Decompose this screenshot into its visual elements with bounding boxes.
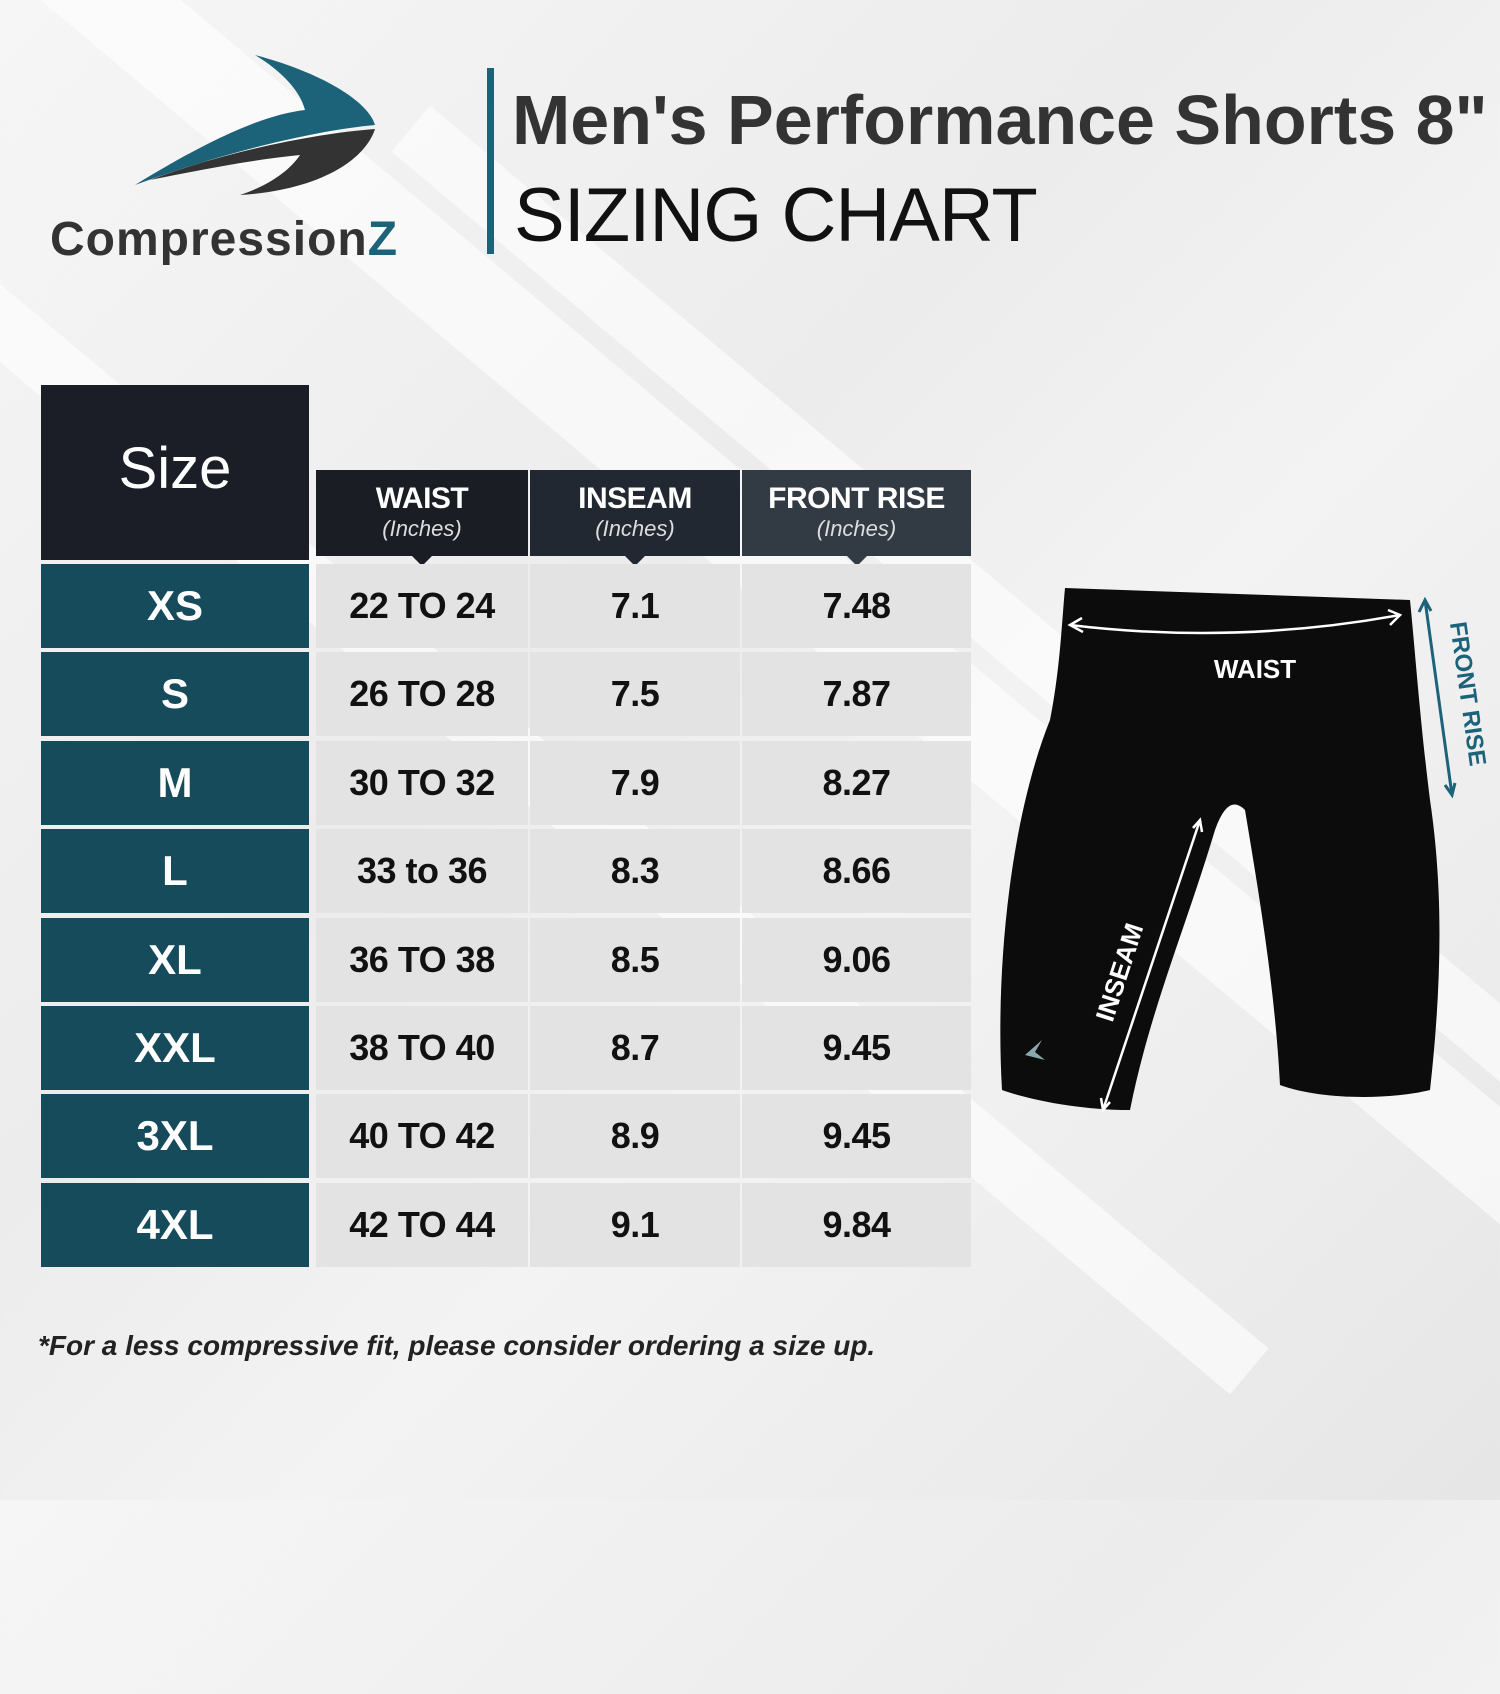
table-cell: 36 TO 38 bbox=[316, 917, 528, 1002]
table-cell: 7.1 bbox=[530, 564, 740, 648]
size-label: S bbox=[41, 652, 309, 737]
table-cell: 30 TO 32 bbox=[316, 740, 528, 825]
size-label: XXL bbox=[41, 1006, 309, 1090]
column-header: WAIST (Inches) bbox=[316, 470, 528, 566]
column-header: FRONT RISE (Inches) bbox=[742, 470, 971, 566]
page-subtitle: SIZING CHART bbox=[514, 173, 1038, 258]
table-cell: 7.9 bbox=[530, 740, 740, 825]
size-column-header: Size bbox=[41, 385, 309, 560]
shorts-diagram: WAIST INSEAM FRONT RISE bbox=[1000, 588, 1491, 1113]
column-unit: (Inches) bbox=[816, 516, 897, 541]
page-title: Men's Performance Shorts 8" bbox=[512, 81, 1488, 159]
size-label: L bbox=[41, 829, 309, 914]
column-label: FRONT RISE bbox=[768, 482, 945, 515]
table-cell: 8.3 bbox=[530, 829, 740, 914]
table-cell: 7.87 bbox=[742, 652, 971, 737]
front-rise-label: FRONT RISE bbox=[1444, 620, 1491, 768]
table-cell: 22 TO 24 bbox=[316, 564, 528, 648]
waist-arrow-icon bbox=[1069, 613, 1401, 635]
table-cell: 9.45 bbox=[742, 1094, 971, 1179]
size-label: 3XL bbox=[41, 1094, 309, 1179]
inseam-arrow-icon bbox=[1101, 819, 1202, 1111]
table-cell: 9.06 bbox=[742, 917, 971, 1002]
table-cell: 8.7 bbox=[530, 1006, 740, 1090]
table-cell: 42 TO 44 bbox=[316, 1182, 528, 1267]
brand-mark-icon bbox=[1025, 1040, 1045, 1060]
size-label: XL bbox=[41, 917, 309, 1002]
size-label: XS bbox=[41, 564, 309, 648]
front-rise-arrow-icon bbox=[1423, 599, 1454, 796]
waist-label: WAIST bbox=[1214, 654, 1296, 684]
title-divider bbox=[487, 68, 494, 254]
swoosh-logo-icon bbox=[135, 55, 375, 195]
table-cell: 8.9 bbox=[530, 1094, 740, 1179]
table-cell: 38 TO 40 bbox=[316, 1006, 528, 1090]
column-header: INSEAM (Inches) bbox=[530, 470, 740, 566]
column-unit: (Inches) bbox=[595, 516, 675, 541]
table-cell: 9.1 bbox=[530, 1182, 740, 1267]
column-label: INSEAM bbox=[578, 482, 692, 515]
pointer-icon bbox=[412, 556, 432, 566]
table-cell: 26 TO 28 bbox=[316, 652, 528, 737]
table-cell: 8.66 bbox=[742, 829, 971, 914]
table-cell: 8.5 bbox=[530, 917, 740, 1002]
table-cell: 40 TO 42 bbox=[316, 1094, 528, 1179]
table-cell: 33 to 36 bbox=[316, 829, 528, 914]
footnote: *For a less compressive fit, please cons… bbox=[38, 1330, 876, 1361]
column-unit: (Inches) bbox=[382, 516, 462, 541]
table-cell: 8.27 bbox=[742, 740, 971, 825]
table-cell: 9.45 bbox=[742, 1006, 971, 1090]
column-label: WAIST bbox=[375, 482, 469, 515]
pointer-icon bbox=[846, 556, 867, 566]
pointer-icon bbox=[625, 556, 645, 566]
brand-name: CompressionZ bbox=[50, 213, 399, 266]
table-cell: 7.48 bbox=[742, 564, 971, 648]
size-label: M bbox=[41, 740, 309, 825]
shorts-silhouette bbox=[1000, 588, 1440, 1110]
table-cell: 9.84 bbox=[742, 1182, 971, 1267]
size-label: 4XL bbox=[41, 1182, 309, 1267]
table-cell: 7.5 bbox=[530, 652, 740, 737]
